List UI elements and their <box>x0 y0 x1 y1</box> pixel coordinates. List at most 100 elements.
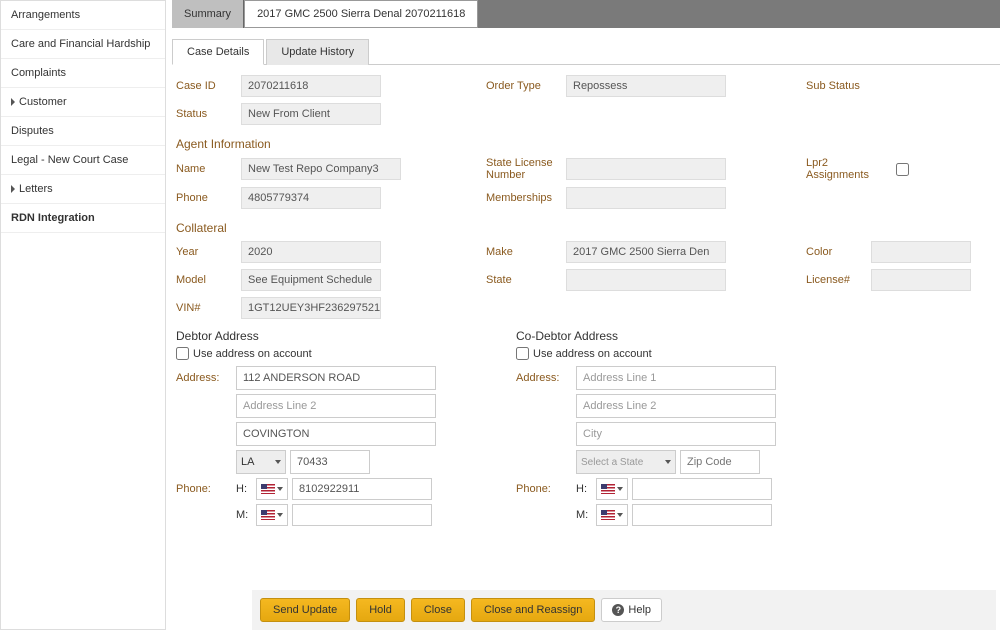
caret-down-icon <box>275 460 281 464</box>
license-value <box>871 269 971 291</box>
state-value <box>566 269 726 291</box>
state-label: State <box>486 274 566 286</box>
agent-phone-label: Phone <box>176 192 241 204</box>
debtor-home-phone-input[interactable] <box>292 478 432 500</box>
codebtor-mobile-type: M: <box>576 509 596 521</box>
caret-down-icon <box>277 487 283 491</box>
sidebar-item-care[interactable]: Care and Financial Hardship <box>1 30 165 59</box>
caret-icon <box>11 185 15 193</box>
sidebar-item-rdn[interactable]: RDN Integration <box>1 204 165 233</box>
help-label: Help <box>628 604 651 616</box>
state-license-label: State License Number <box>486 157 566 181</box>
tab-vehicle[interactable]: 2017 GMC 2500 Sierra Denal 2070211618 <box>244 0 478 28</box>
year-label: Year <box>176 246 241 258</box>
codebtor-home-type: H: <box>576 483 596 495</box>
debtor-city-input[interactable] <box>236 422 436 446</box>
order-type-value: Repossess <box>566 75 726 97</box>
codebtor-address: Co-Debtor Address Use address on account… <box>516 329 826 530</box>
codebtor-zip-input[interactable] <box>680 450 760 474</box>
help-button[interactable]: ?Help <box>601 598 662 622</box>
debtor-state-select[interactable]: LA <box>236 450 286 474</box>
debtor-line2-input[interactable] <box>236 394 436 418</box>
codebtor-state-select[interactable]: Select a State <box>576 450 676 474</box>
sub-tabs: Case Details Update History <box>172 38 1000 65</box>
memberships-value <box>566 187 726 209</box>
sidebar-item-letters[interactable]: Letters <box>1 175 165 204</box>
agent-name-value: New Test Repo Company3 <box>241 158 401 180</box>
caret-icon <box>11 98 15 106</box>
order-type-label: Order Type <box>486 80 566 92</box>
debtor-address-label: Address: <box>176 372 236 384</box>
sidebar-item-label: Letters <box>19 183 53 195</box>
caret-down-icon <box>617 487 623 491</box>
sidebar-item-legal[interactable]: Legal - New Court Case <box>1 146 165 175</box>
codebtor-phone-label: Phone: <box>516 483 576 495</box>
debtor-mobile-flag-select[interactable] <box>256 504 288 526</box>
debtor-phone-label: Phone: <box>176 483 236 495</box>
main-panel: Summary 2017 GMC 2500 Sierra Denal 20702… <box>166 0 1000 630</box>
debtor-mobile-type: M: <box>236 509 256 521</box>
caret-down-icon <box>277 513 283 517</box>
codebtor-mobile-flag-select[interactable] <box>596 504 628 526</box>
codebtor-city-input[interactable] <box>576 422 776 446</box>
sidebar-item-complaints[interactable]: Complaints <box>1 59 165 88</box>
status-value: New From Client <box>241 103 381 125</box>
us-flag-icon <box>601 484 615 494</box>
caret-down-icon <box>617 513 623 517</box>
sidebar-item-arrangements[interactable]: Arrangements <box>1 1 165 30</box>
debtor-home-flag-select[interactable] <box>256 478 288 500</box>
us-flag-icon <box>601 510 615 520</box>
year-value: 2020 <box>241 241 381 263</box>
tab-case-details[interactable]: Case Details <box>172 39 264 65</box>
codebtor-use-account-checkbox[interactable] <box>516 347 529 360</box>
model-label: Model <box>176 274 241 286</box>
content: Case ID 2070211618 Order Type Repossess … <box>172 65 1000 590</box>
lpr-checkbox[interactable] <box>896 163 909 176</box>
debtor-home-type: H: <box>236 483 256 495</box>
vin-value: 1GT12UEY3HF236297521 <box>241 297 381 319</box>
make-value: 2017 GMC 2500 Sierra Den <box>566 241 726 263</box>
collateral-section-title: Collateral <box>176 221 996 235</box>
debtor-use-account-checkbox[interactable] <box>176 347 189 360</box>
tab-summary[interactable]: Summary <box>172 0 244 28</box>
caret-down-icon <box>665 460 671 464</box>
debtor-line1-input[interactable] <box>236 366 436 390</box>
sidebar-item-label: Customer <box>19 96 67 108</box>
send-update-button[interactable]: Send Update <box>260 598 350 622</box>
codebtor-home-flag-select[interactable] <box>596 478 628 500</box>
debtor-zip-input[interactable] <box>290 450 370 474</box>
top-tabs: Summary 2017 GMC 2500 Sierra Denal 20702… <box>172 0 1000 28</box>
case-id-value: 2070211618 <box>241 75 381 97</box>
us-flag-icon <box>261 484 275 494</box>
codebtor-line2-input[interactable] <box>576 394 776 418</box>
vin-label: VIN# <box>176 302 241 314</box>
codebtor-use-account-label: Use address on account <box>533 348 652 360</box>
agent-phone-value: 4805779374 <box>241 187 381 209</box>
sidebar: Arrangements Care and Financial Hardship… <box>0 0 166 630</box>
close-reassign-button[interactable]: Close and Reassign <box>471 598 595 622</box>
debtor-mobile-phone-input[interactable] <box>292 504 432 526</box>
license-label: License# <box>806 274 871 286</box>
model-value: See Equipment Schedule <box>241 269 381 291</box>
codebtor-mobile-phone-input[interactable] <box>632 504 772 526</box>
close-button[interactable]: Close <box>411 598 465 622</box>
state-license-value <box>566 158 726 180</box>
make-label: Make <box>486 246 566 258</box>
codebtor-home-phone-input[interactable] <box>632 478 772 500</box>
tab-update-history[interactable]: Update History <box>266 39 369 65</box>
sidebar-item-disputes[interactable]: Disputes <box>1 117 165 146</box>
debtor-state-value: LA <box>241 456 254 468</box>
hold-button[interactable]: Hold <box>356 598 405 622</box>
memberships-label: Memberships <box>486 192 566 204</box>
debtor-title: Debtor Address <box>176 329 486 343</box>
codebtor-line1-input[interactable] <box>576 366 776 390</box>
sidebar-item-customer[interactable]: Customer <box>1 88 165 117</box>
debtor-use-account-label: Use address on account <box>193 348 312 360</box>
us-flag-icon <box>261 510 275 520</box>
codebtor-address-label: Address: <box>516 372 576 384</box>
debtor-address: Debtor Address Use address on account Ad… <box>176 329 486 530</box>
sub-status-label: Sub Status <box>806 80 871 92</box>
codebtor-state-placeholder: Select a State <box>581 457 643 468</box>
color-label: Color <box>806 246 871 258</box>
footer-bar: Send Update Hold Close Close and Reassig… <box>252 590 996 630</box>
